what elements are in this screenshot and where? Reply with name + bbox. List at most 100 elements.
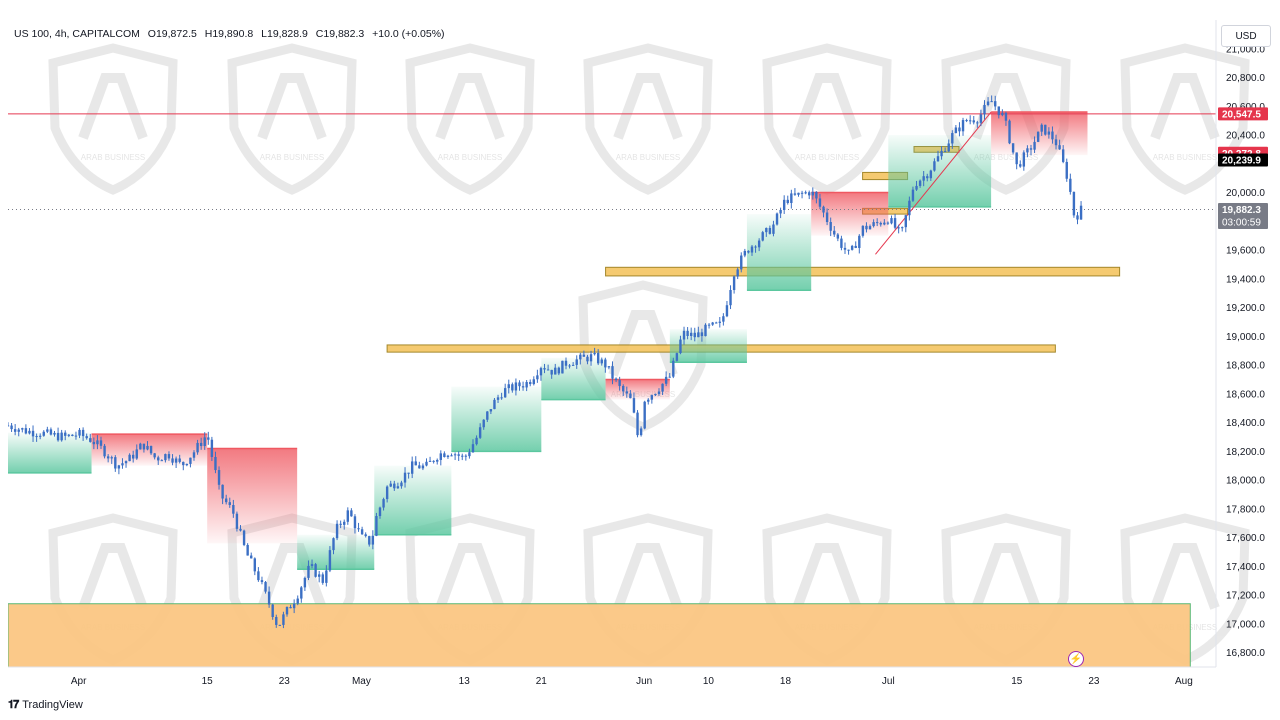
candle-body <box>371 535 375 545</box>
watermark-shield: ARAB BUSINESS <box>227 43 357 195</box>
x-tick-label: May <box>352 676 371 687</box>
candle-body <box>160 460 164 462</box>
candle-body <box>300 587 303 599</box>
y-tick-label: 19,400.0 <box>1226 274 1265 285</box>
y-tick-label: 19,200.0 <box>1226 303 1265 314</box>
watermark-letter <box>792 543 862 610</box>
watermark-letter <box>435 543 505 610</box>
tradingview-label: TradingView <box>22 699 83 711</box>
trendline[interactable] <box>875 111 992 255</box>
candle-body <box>49 429 53 435</box>
x-tick-label: 10 <box>703 676 715 687</box>
candle-body <box>81 429 85 437</box>
candle-body <box>614 378 618 381</box>
price-badge-indicator-lower[interactable]: 20,239.9 <box>1218 153 1268 167</box>
candle-body <box>643 401 646 429</box>
y-tick-label: 18,000.0 <box>1226 476 1265 487</box>
badge-label: 20,547.5 <box>1222 109 1261 120</box>
candle-body <box>740 255 743 270</box>
candle-body <box>865 225 868 230</box>
y-tick-label: 20,400.0 <box>1226 131 1265 142</box>
candle-body <box>267 591 271 605</box>
watermark-text: ARAB BUSINESS <box>260 153 324 162</box>
candle-body <box>757 240 761 248</box>
candle-body <box>829 222 832 231</box>
tradingview-logo[interactable]: 𝟏𝟕 TradingView <box>8 698 83 712</box>
candle-body <box>353 516 357 529</box>
cloud-segment <box>746 214 812 291</box>
candle-body <box>908 200 911 216</box>
candle-body <box>364 534 367 537</box>
candle-body <box>843 247 847 250</box>
cloud-segment <box>451 386 542 452</box>
candle-body <box>507 384 510 389</box>
candle-body <box>811 191 814 196</box>
chart-header: US 100, 4h, CAPITALCOM O19,872.5 H19,890… <box>14 28 450 40</box>
candle-body <box>661 383 664 392</box>
candle-body <box>475 437 478 445</box>
candle-body <box>124 461 128 464</box>
candle-body <box>310 564 314 566</box>
candle-body <box>185 463 189 466</box>
candle-body <box>1040 124 1043 132</box>
symbol-title[interactable]: US 100, 4h, CAPITALCOM <box>14 28 140 40</box>
candle-body <box>961 120 965 132</box>
candle-body <box>457 454 460 456</box>
candle-body <box>632 398 636 413</box>
candle-body <box>453 454 457 456</box>
candle-body <box>307 565 310 578</box>
currency-button[interactable]: USD <box>1221 25 1271 47</box>
watermark-outline <box>405 43 535 195</box>
candle-body <box>890 218 893 224</box>
candle-body <box>74 435 78 437</box>
y-tick-label: 19,000.0 <box>1226 332 1265 343</box>
candle-body <box>21 428 24 430</box>
watermark-text: ARAB BUSINESS <box>438 153 502 162</box>
candle-body <box>368 536 371 545</box>
candle-body <box>38 435 42 437</box>
candle-body <box>56 432 60 441</box>
candle-body <box>893 218 897 228</box>
candle-body <box>489 409 493 412</box>
candle-body <box>561 360 564 374</box>
price-badge-resistance[interactable]: 20,547.5 <box>1218 107 1268 121</box>
candle-body <box>443 453 446 458</box>
y-tick-label: 18,800.0 <box>1226 361 1265 372</box>
candle-body <box>1044 124 1047 135</box>
candle-body <box>743 250 747 256</box>
candle-body <box>1065 161 1068 179</box>
x-tick-label: Apr <box>71 676 87 687</box>
candle-body <box>121 463 124 466</box>
candle-body <box>554 367 557 375</box>
candle-body <box>929 170 933 179</box>
candle-body <box>46 429 49 432</box>
y-tick-label: 20,000.0 <box>1226 188 1265 199</box>
candle-body <box>328 550 332 571</box>
candle-body <box>28 430 31 434</box>
candle-body <box>682 330 686 340</box>
candle-body <box>17 429 20 432</box>
candle-body <box>1072 191 1076 216</box>
candle-body <box>897 227 900 229</box>
candle-body <box>700 332 704 337</box>
candle-body <box>436 459 439 462</box>
price-badge-last-price[interactable]: 19,882.303:00:59 <box>1218 202 1268 229</box>
candle-body <box>503 388 507 398</box>
candle-body <box>428 460 432 462</box>
candle-body <box>940 150 943 157</box>
candle-body <box>579 354 582 360</box>
candle-body <box>103 445 106 457</box>
x-tick-label: 23 <box>1088 676 1100 687</box>
candle-body <box>915 185 918 190</box>
candle-body <box>886 222 890 224</box>
candle-body <box>407 472 410 474</box>
candle-body <box>775 213 779 225</box>
lightning-icon[interactable]: ⚡ <box>1068 651 1084 667</box>
candle-body <box>657 391 661 394</box>
candle-body <box>282 614 285 625</box>
watermark-shield: ARAB BUSINESS <box>583 43 713 195</box>
candle-body <box>325 570 328 583</box>
candle-body <box>875 222 879 224</box>
candle-body <box>861 225 865 236</box>
